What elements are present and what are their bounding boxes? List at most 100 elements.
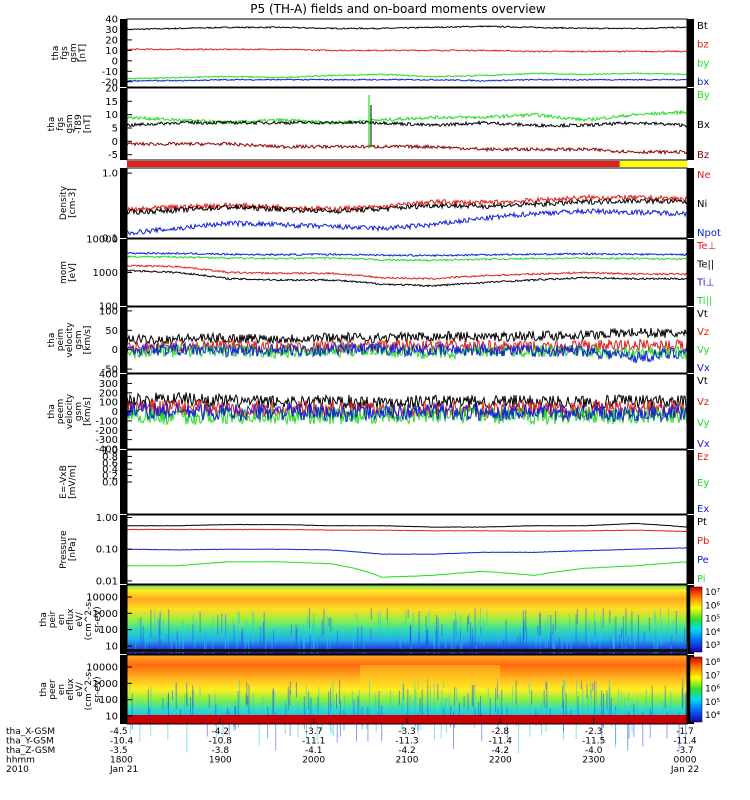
spectrogram-patch (360, 665, 500, 685)
panel-edge-left (120, 168, 127, 238)
spectrogram-streak (308, 691, 310, 710)
spectrogram-streak (501, 689, 503, 721)
spectrogram-streak (437, 684, 439, 701)
spectrogram-streak (289, 715, 291, 737)
y-axis-label-line: peir (48, 610, 58, 628)
spectrogram-streak (377, 612, 379, 633)
y-axis-label-line: [nT] (83, 115, 93, 133)
spectrogram-streak (192, 685, 194, 722)
legend-label: Vz (697, 397, 709, 408)
y-tick-label: 10 (105, 46, 118, 57)
spectrogram-streak (625, 608, 627, 638)
spectrogram-streak (222, 712, 224, 738)
spectrogram-streak (399, 630, 401, 651)
y-tick-label: 0 (112, 137, 118, 148)
y-axis-label: Density [cm-3] (59, 185, 78, 220)
legend-label: Ni (697, 199, 707, 210)
y-axis-label-line: tha (39, 682, 49, 697)
spectrogram-streak (171, 690, 173, 701)
spectrogram-streak (147, 627, 148, 645)
spectrogram-streak (160, 639, 162, 648)
spectrogram-streak (295, 624, 297, 649)
y-axis-label-line: tha (47, 404, 57, 419)
spectrogram-streak (419, 698, 421, 713)
spectrogram-streak (309, 698, 311, 722)
time-row-label: 2010 (6, 765, 29, 775)
spectrogram-streak (263, 621, 264, 648)
spectrogram-streak (330, 617, 332, 632)
legend-label: Te|| (696, 259, 714, 270)
spectrogram-streak (545, 681, 547, 690)
series-line (126, 141, 688, 156)
panel-8: Pt Pb Pe Pi 1.00 0.10 0.01 Pressure [nPa] (59, 513, 709, 587)
spectrogram-streak (575, 712, 577, 739)
spectrogram-streak (478, 619, 480, 628)
y-tick-label: 100 (99, 306, 118, 317)
spectrogram-streak (478, 701, 480, 722)
legend-label: Vy (697, 345, 710, 356)
y-axis-label: tha fgs gsm -T89 [nT] (47, 114, 93, 134)
y-axis-label: Pressure [nPa] (59, 530, 78, 569)
spectrogram-streak (147, 688, 149, 718)
y-axis-label-line: eflux (66, 678, 76, 701)
spectrogram-streak (303, 626, 305, 655)
spectrogram-streak (659, 633, 661, 645)
spectrogram-streak (412, 611, 414, 644)
y-tick-label: -20 (102, 77, 118, 88)
spectrogram-streak (356, 713, 357, 742)
spectrogram-streak (437, 617, 439, 642)
time-coordinate-value: -3.3 (398, 727, 416, 737)
colorbar-tick-label: 10⁶ (705, 601, 720, 611)
panel-edge-left (120, 307, 127, 373)
spectrogram-streak (374, 692, 376, 713)
spectrogram-streak (559, 637, 560, 669)
y-tick-label: 100 (99, 398, 118, 409)
y-tick-label: 0.2 (102, 471, 118, 482)
spectrogram-streak (585, 608, 587, 646)
spectrogram-streak (467, 693, 469, 711)
legend-label: Pi (697, 574, 706, 585)
time-coordinate-value: -4.1 (305, 746, 323, 756)
spectrogram-streak (245, 618, 247, 648)
spectrogram-streak (643, 631, 645, 644)
spectrogram-streak (628, 692, 630, 702)
panel-3: Ne Ni Npot 1.0 0.1 Density [cm-3] (59, 167, 721, 245)
spectrogram-streak (278, 627, 280, 642)
series-line (126, 193, 688, 213)
legend-label: Ex (697, 504, 709, 515)
legend-label: bx (697, 77, 709, 88)
spectrogram-streak (204, 638, 205, 655)
panel-frame (126, 167, 688, 239)
spectrogram-streak (252, 692, 254, 723)
spectrogram-band (127, 649, 687, 652)
spectrogram (127, 655, 687, 724)
spectrogram-streak (515, 680, 517, 705)
y-tick-label: 10000 (86, 663, 118, 674)
colorbar-tick-label: 10³ (705, 641, 720, 651)
panel-7: Ez Ey Ex 1.00.80.60.40.20.0 E=-VxB [mV/m] (59, 446, 709, 516)
spectrogram-streak (505, 619, 507, 651)
time-tick-label: 2000 (302, 756, 325, 766)
spectrogram-streak (353, 699, 355, 724)
spectrogram-streak (609, 610, 611, 624)
spectrogram-streak (662, 701, 664, 720)
legend-label: bz (697, 40, 709, 51)
spectrogram-streak (273, 629, 275, 654)
series-line (126, 401, 688, 423)
y-axis-label-line: velocity (65, 393, 75, 429)
y-tick-label: 0.10 (96, 545, 118, 556)
spectrogram-streak (150, 686, 152, 721)
spectrogram-streak (306, 615, 308, 642)
y-axis-label-line: gsm (74, 402, 84, 421)
y-axis-label-line: [nPa] (68, 538, 78, 561)
spectrogram-streak (547, 615, 549, 648)
spectrogram-streak (563, 679, 564, 689)
spectrogram-streak (472, 684, 474, 708)
legend-label: Pt (697, 517, 707, 528)
time-coordinate-value: -2.3 (585, 727, 603, 737)
spectrogram-streak (182, 621, 184, 659)
spectrogram-streak (683, 693, 685, 703)
spectrogram-streak (525, 609, 527, 630)
spectrogram-streak (489, 698, 491, 716)
